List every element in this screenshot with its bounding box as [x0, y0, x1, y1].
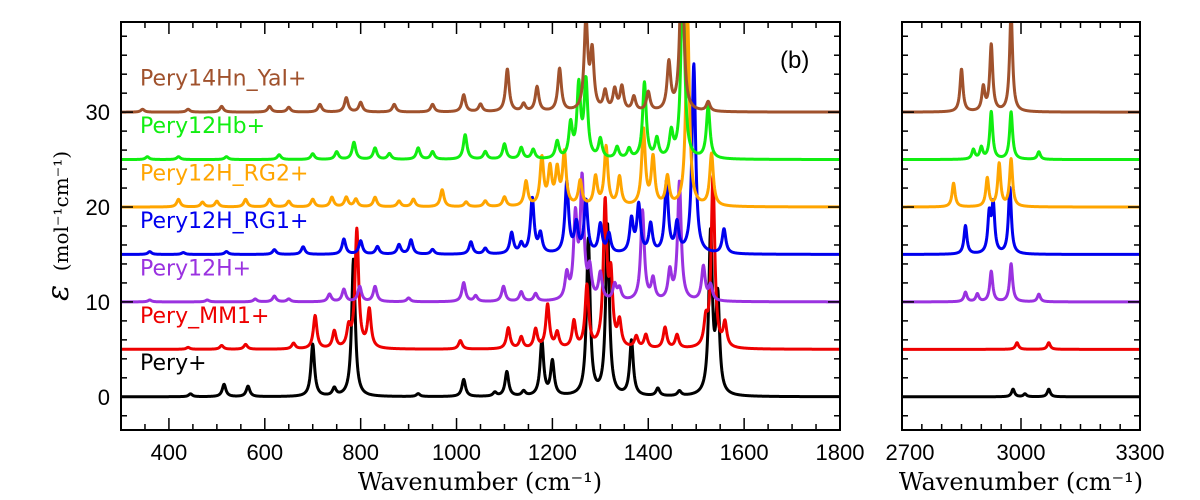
x-tick-label: 600 [246, 440, 283, 465]
right-panel-series [902, 22, 1140, 399]
y-tick-label: 0 [98, 385, 110, 410]
left-panel-frame [120, 21, 841, 431]
panel-label: (b) [780, 47, 809, 74]
x-tick-label: 1000 [432, 440, 481, 465]
svg-text:ε (mol⁻¹cm⁻¹): ε (mol⁻¹cm⁻¹) [41, 151, 76, 301]
left-panel-series [121, 22, 840, 399]
x-tick-label: 2700 [886, 440, 935, 465]
axis-ticks: 0 10 20 30 400 600 800 1000 1200 1400 1600 1800 2700… [86, 22, 1165, 465]
x-axis-title-right: Wavenumber (cm⁻¹) [899, 468, 1143, 496]
left-spectrum-pery14hn-yai- [121, 22, 840, 114]
y-tick-label: 20 [86, 195, 110, 220]
y-tick-label: 10 [86, 290, 110, 315]
right-spectrum-pery12h-rg1- [902, 185, 1140, 256]
left-spectrum-pery- [121, 222, 840, 399]
left-spectrum-pery12h-rg2- [121, 22, 840, 209]
y-axis-title-symbol: ε [41, 285, 76, 301]
y-axis-title-units: (mol⁻¹cm⁻¹) [49, 151, 73, 271]
y-tick-label: 30 [86, 100, 110, 125]
x-tick-label: 3300 [1116, 440, 1165, 465]
y-axis-title: ε (mol⁻¹cm⁻¹) [41, 151, 76, 301]
series-label-pery-: Pery+ [140, 351, 207, 376]
left-spectrum-pery12h-rg1- [121, 62, 840, 256]
series-label-pery12hb-: Pery12Hb+ [140, 114, 265, 139]
x-tick-label: 1200 [528, 440, 577, 465]
series-label-pery12h-rg1-: Pery12H_RG1+ [140, 209, 308, 234]
x-axis-title-left: Wavenumber (cm⁻¹) [358, 468, 602, 496]
series-label-pery12h-rg2-: Pery12H_RG2+ [140, 161, 308, 186]
series-label-pery14hn-yai-: Pery14Hn_YaI+ [140, 67, 306, 92]
left-spectrum-pery12hb- [121, 22, 840, 162]
right-spectrum-pery14hn-yai- [902, 22, 1140, 114]
x-tick-label: 400 [151, 440, 188, 465]
x-tick-label: 1600 [720, 440, 769, 465]
right-panel-frame [901, 21, 1141, 431]
x-tick-label: 3000 [997, 440, 1046, 465]
right-spectrum-pery12h- [902, 262, 1140, 304]
right-spectrum-pery- [902, 387, 1140, 399]
right-spectrum-pery-mm1- [902, 341, 1140, 351]
x-tick-label: 800 [342, 440, 379, 465]
series-label-pery12h-: Pery12H+ [140, 256, 251, 281]
right-spectrum-pery12hb- [902, 109, 1140, 162]
series-label-pery-mm1-: Pery_MM1+ [140, 304, 269, 329]
x-tick-label: 1800 [816, 440, 865, 465]
left-spectrum-pery12h- [121, 171, 840, 304]
left-spectrum-pery-mm1- [121, 174, 840, 351]
right-spectrum-pery12h-rg2- [902, 157, 1140, 209]
series-labels: Pery+ Pery_MM1+ Pery12H+ Pery12H_RG1+ Pery12… [140, 67, 308, 377]
x-tick-label: 1400 [624, 440, 673, 465]
